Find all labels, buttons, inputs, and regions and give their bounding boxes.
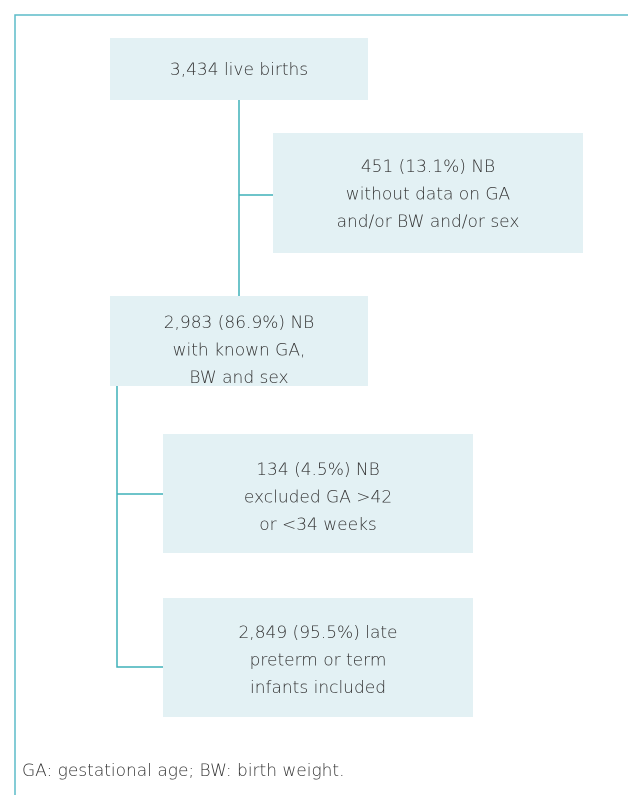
- box: [110, 38, 368, 100]
- connector: [116, 386, 163, 668]
- node-label: 3,434 live births: [170, 60, 308, 80]
- footnote: GA: gestational age; BW: birth weight.: [22, 761, 345, 781]
- node-label: with known GA,: [173, 341, 306, 361]
- connector: [238, 100, 273, 296]
- node-label: 2,983 (86.9%) NB: [164, 313, 315, 333]
- labels: 3,434 live births 451 (13.1%) NB without d…: [164, 60, 520, 698]
- node-label: excluded GA >42: [244, 488, 392, 508]
- node-label: and/or BW and/or sex: [337, 212, 520, 232]
- box: [273, 133, 583, 253]
- node-label: without data on GA: [346, 185, 511, 205]
- node-label: or <34 weeks: [259, 515, 377, 535]
- node-label: 134 (4.5%) NB: [256, 460, 380, 480]
- node-label: 2,849 (95.5%) late: [238, 623, 397, 643]
- node-label: 451 (13.1%) NB: [361, 157, 495, 177]
- node-label: preterm or term: [250, 651, 387, 671]
- node-label: BW and sex: [189, 368, 288, 388]
- node-label: infants included: [250, 678, 386, 698]
- box: [163, 434, 473, 553]
- box: [163, 598, 473, 717]
- box: [110, 296, 368, 386]
- frame: [14, 14, 628, 795]
